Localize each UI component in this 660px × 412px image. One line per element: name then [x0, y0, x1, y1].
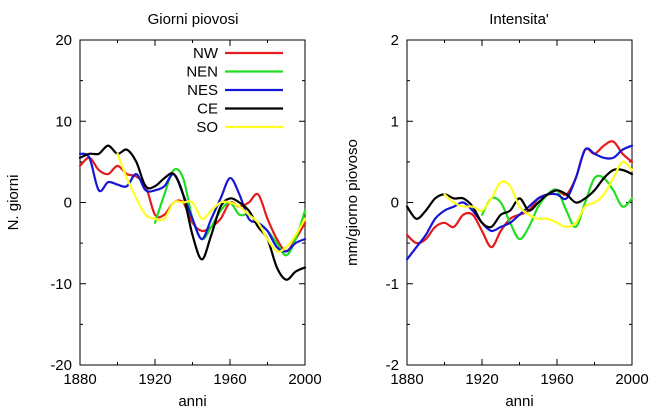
series-line-nes [405, 144, 634, 261]
x-tick-label: 2000 [288, 371, 321, 388]
chart-title: Intensita' [489, 11, 549, 28]
series-line-so [443, 160, 634, 228]
y-tick-label: 0 [391, 195, 399, 212]
legend-label: NW [193, 45, 219, 62]
legend-label: CE [197, 101, 218, 118]
x-tick-label: 1960 [540, 371, 573, 388]
series-line-nes [78, 152, 307, 253]
x-axis-label: anni [505, 393, 533, 410]
x-tick-label: 1880 [63, 371, 96, 388]
legend-label: NEN [186, 64, 218, 81]
y-tick-label: -2 [386, 357, 399, 374]
chart-title: Giorni piovosi [148, 11, 239, 28]
x-tick-label: 1920 [465, 371, 498, 388]
y-tick-label: 10 [55, 113, 72, 130]
x-tick-label: 1920 [138, 371, 171, 388]
x-axis-label: anni [178, 393, 206, 410]
series-line-so [116, 152, 307, 253]
series-line-ce [405, 168, 634, 229]
x-tick-label: 1880 [390, 371, 423, 388]
y-tick-label: -1 [386, 276, 399, 293]
x-tick-label: 2000 [615, 371, 648, 388]
y-tick-label: 0 [64, 195, 72, 212]
y-axis-label: N. giorni [5, 175, 22, 231]
legend-label: SO [196, 119, 218, 136]
series-line-ce [78, 144, 307, 281]
y-tick-label: 2 [391, 32, 399, 49]
plot-frame [406, 39, 633, 366]
y-tick-label: 20 [55, 32, 72, 49]
x-tick-label: 1960 [213, 371, 246, 388]
y-axis-label: mm/giorno piovoso [344, 139, 361, 266]
legend-label: NES [187, 82, 218, 99]
y-tick-label: 1 [391, 113, 399, 130]
y-tick-label: -10 [50, 276, 72, 293]
series-line-nw [78, 156, 307, 253]
y-tick-label: -20 [50, 357, 72, 374]
